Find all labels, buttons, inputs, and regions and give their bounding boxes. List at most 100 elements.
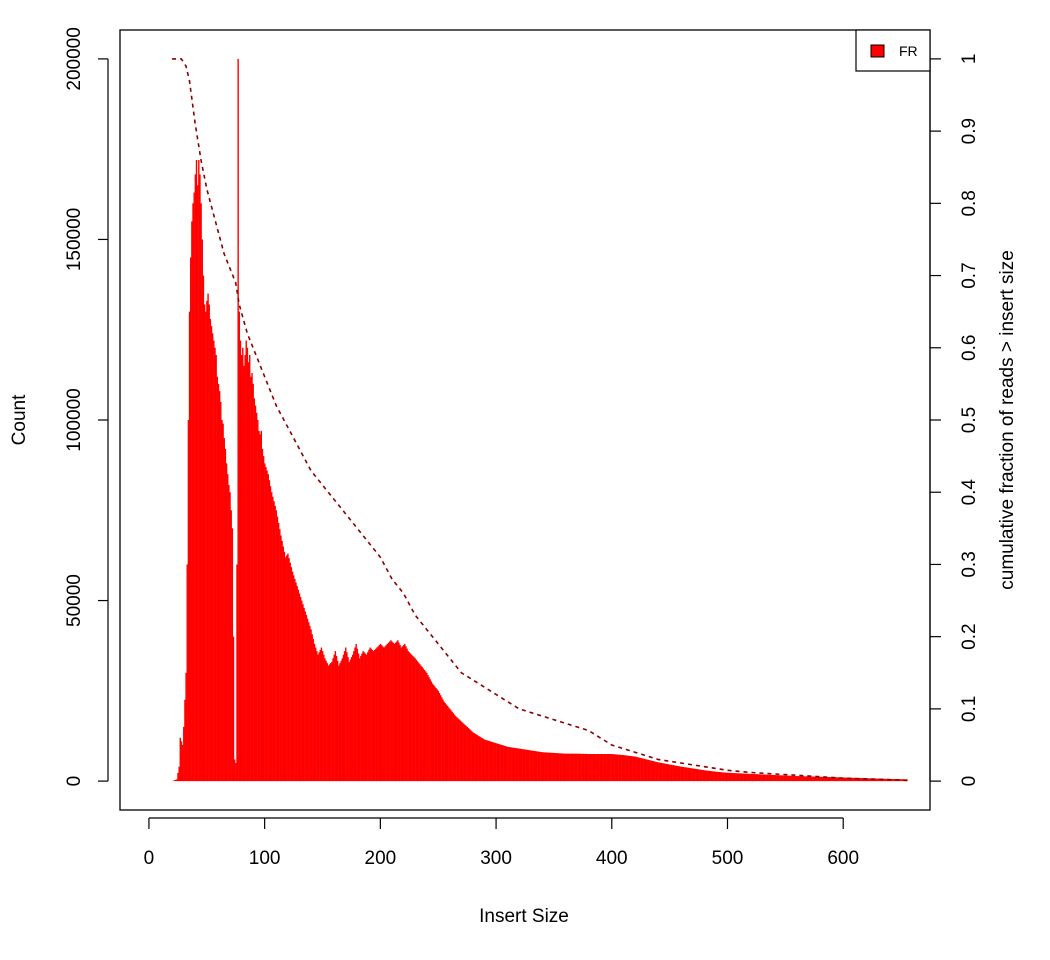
histogram-bar xyxy=(523,749,525,782)
histogram-bar xyxy=(424,671,427,782)
y2-tick-label: 0.4 xyxy=(959,479,980,506)
histogram-bar xyxy=(858,778,861,782)
histogram-bar xyxy=(792,775,795,782)
histogram-bar xyxy=(372,651,375,782)
histogram-bar xyxy=(450,710,452,782)
histogram-bar xyxy=(444,703,446,782)
histogram-bar xyxy=(752,774,754,782)
histogram-bar xyxy=(740,773,743,782)
histogram-bar xyxy=(194,174,197,782)
x-tick-label: 400 xyxy=(596,848,628,869)
histogram-bar xyxy=(489,741,492,782)
histogram-bar xyxy=(607,754,610,782)
histogram-bar xyxy=(741,773,744,782)
histogram-bar xyxy=(467,728,470,782)
histogram-bar xyxy=(228,485,230,782)
histogram-bar xyxy=(600,754,603,782)
histogram-bar xyxy=(616,754,619,782)
histogram-bar xyxy=(332,658,334,782)
histogram-bar xyxy=(797,776,799,782)
histogram-bar xyxy=(757,774,759,782)
histogram-bar xyxy=(303,607,305,782)
histogram-bar xyxy=(562,753,565,782)
histogram-bar xyxy=(371,649,374,782)
histogram-bar xyxy=(473,733,475,782)
histogram-bar xyxy=(763,774,766,782)
histogram-bar xyxy=(826,776,828,782)
histogram-bar xyxy=(419,664,421,782)
histogram-bar xyxy=(849,777,851,782)
histogram-bar xyxy=(847,777,849,782)
histogram-bar xyxy=(570,753,573,782)
histogram-bar xyxy=(213,340,215,782)
histogram-bar xyxy=(210,326,213,782)
histogram-bar xyxy=(427,674,429,782)
histogram-bar xyxy=(428,677,430,782)
histogram-bar xyxy=(200,203,202,782)
histogram-bar xyxy=(482,738,485,782)
histogram-bar xyxy=(397,640,399,782)
histogram-bar xyxy=(393,643,396,782)
histogram-bar xyxy=(430,681,433,782)
histogram-bar xyxy=(501,745,503,782)
histogram-bar xyxy=(266,470,268,782)
histogram-bar xyxy=(222,423,224,782)
histogram-bar xyxy=(553,752,555,782)
histogram-bar xyxy=(704,770,707,782)
histogram-bar xyxy=(699,769,701,782)
y2-tick-label: 0.7 xyxy=(959,262,980,288)
histogram-bar xyxy=(561,753,563,782)
histogram-bar xyxy=(861,778,863,782)
histogram-bar xyxy=(665,763,667,782)
histogram-bar xyxy=(856,777,858,782)
histogram-bar xyxy=(453,714,456,782)
histogram-bar xyxy=(760,774,762,782)
histogram-bar xyxy=(330,663,332,782)
histogram-bar xyxy=(811,776,813,782)
histogram-bar xyxy=(530,750,532,782)
histogram-bar xyxy=(844,777,847,782)
histogram-bar xyxy=(678,766,680,782)
histogram-bar xyxy=(320,647,323,782)
histogram-bar xyxy=(493,742,495,782)
histogram-bar xyxy=(232,636,235,782)
histogram-bar xyxy=(843,777,846,782)
histogram-bar xyxy=(339,663,341,782)
histogram-bar xyxy=(875,778,877,782)
histogram-bar xyxy=(637,757,640,782)
histogram-bar xyxy=(244,355,246,782)
x-axis-title: Insert Size xyxy=(479,906,569,927)
histogram-bar xyxy=(525,749,527,782)
histogram-bar xyxy=(480,737,482,782)
histogram-bar xyxy=(796,776,798,782)
histogram-bar xyxy=(354,647,356,782)
histogram-bar xyxy=(502,745,504,782)
histogram-bar xyxy=(409,653,412,782)
histogram-bar xyxy=(478,735,480,782)
histogram-bar xyxy=(405,646,407,782)
histogram-bar xyxy=(277,522,280,782)
histogram-bar xyxy=(621,755,624,782)
histogram-bar xyxy=(758,774,760,782)
histogram-bar xyxy=(719,772,722,782)
histogram-bar xyxy=(299,596,302,782)
histogram-bar xyxy=(642,758,644,782)
histogram-bar xyxy=(319,649,322,782)
histogram-bar xyxy=(181,745,184,782)
histogram-bar xyxy=(695,769,698,782)
histogram-bar xyxy=(568,753,570,782)
histogram-bar xyxy=(236,564,238,782)
histogram-bar xyxy=(692,768,694,782)
histogram-bar xyxy=(717,771,720,782)
histogram-bar xyxy=(620,754,622,782)
histogram-bar xyxy=(507,746,509,782)
histogram-bar xyxy=(377,646,379,782)
histogram-bar xyxy=(700,769,702,782)
histogram-bar xyxy=(515,748,517,782)
histogram-bar xyxy=(754,774,757,782)
histogram-bar xyxy=(778,775,781,782)
histogram-bar xyxy=(848,777,850,782)
histogram-bar xyxy=(193,192,195,782)
histogram-bar xyxy=(336,660,339,782)
histogram-bar xyxy=(855,777,857,782)
